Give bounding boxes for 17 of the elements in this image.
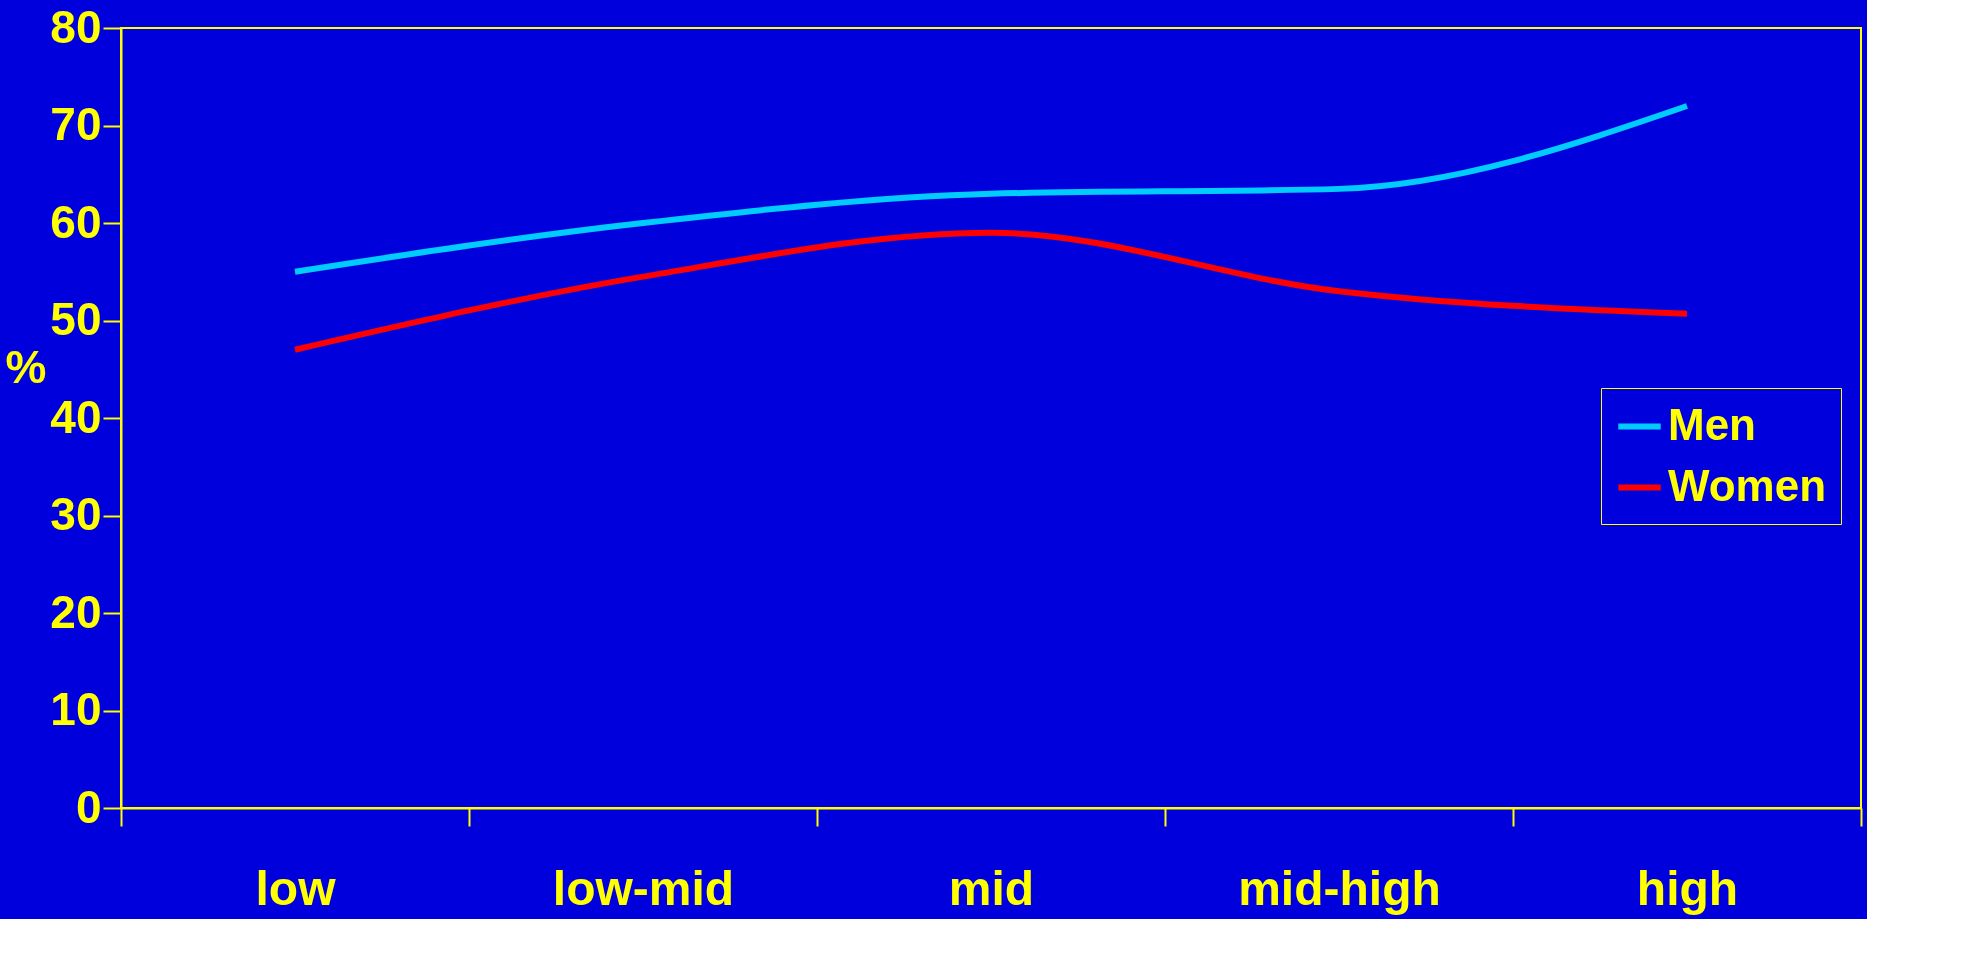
y-tick-label: 10 xyxy=(50,683,102,735)
y-tick-label: 60 xyxy=(50,195,102,248)
y-tick-label: 30 xyxy=(50,488,102,540)
y-tick-label: 0 xyxy=(75,780,102,833)
y-tick-label: 50 xyxy=(50,293,102,345)
y-axis-title: % xyxy=(5,340,47,393)
y-tick-label: 40 xyxy=(50,390,102,443)
x-tick-label: mid-high xyxy=(1238,861,1441,915)
x-tick-label: low xyxy=(255,861,337,915)
y-tick-label: 80 xyxy=(50,0,102,53)
y-tick-label: 20 xyxy=(50,585,102,638)
x-tick-label: mid xyxy=(948,861,1035,915)
legend-label: Men xyxy=(1668,399,1756,449)
legend-label: Women xyxy=(1668,460,1827,510)
x-tick-label: low-mid xyxy=(552,861,735,915)
y-tick-label: 70 xyxy=(50,98,102,150)
x-tick-label: high xyxy=(1636,861,1739,915)
